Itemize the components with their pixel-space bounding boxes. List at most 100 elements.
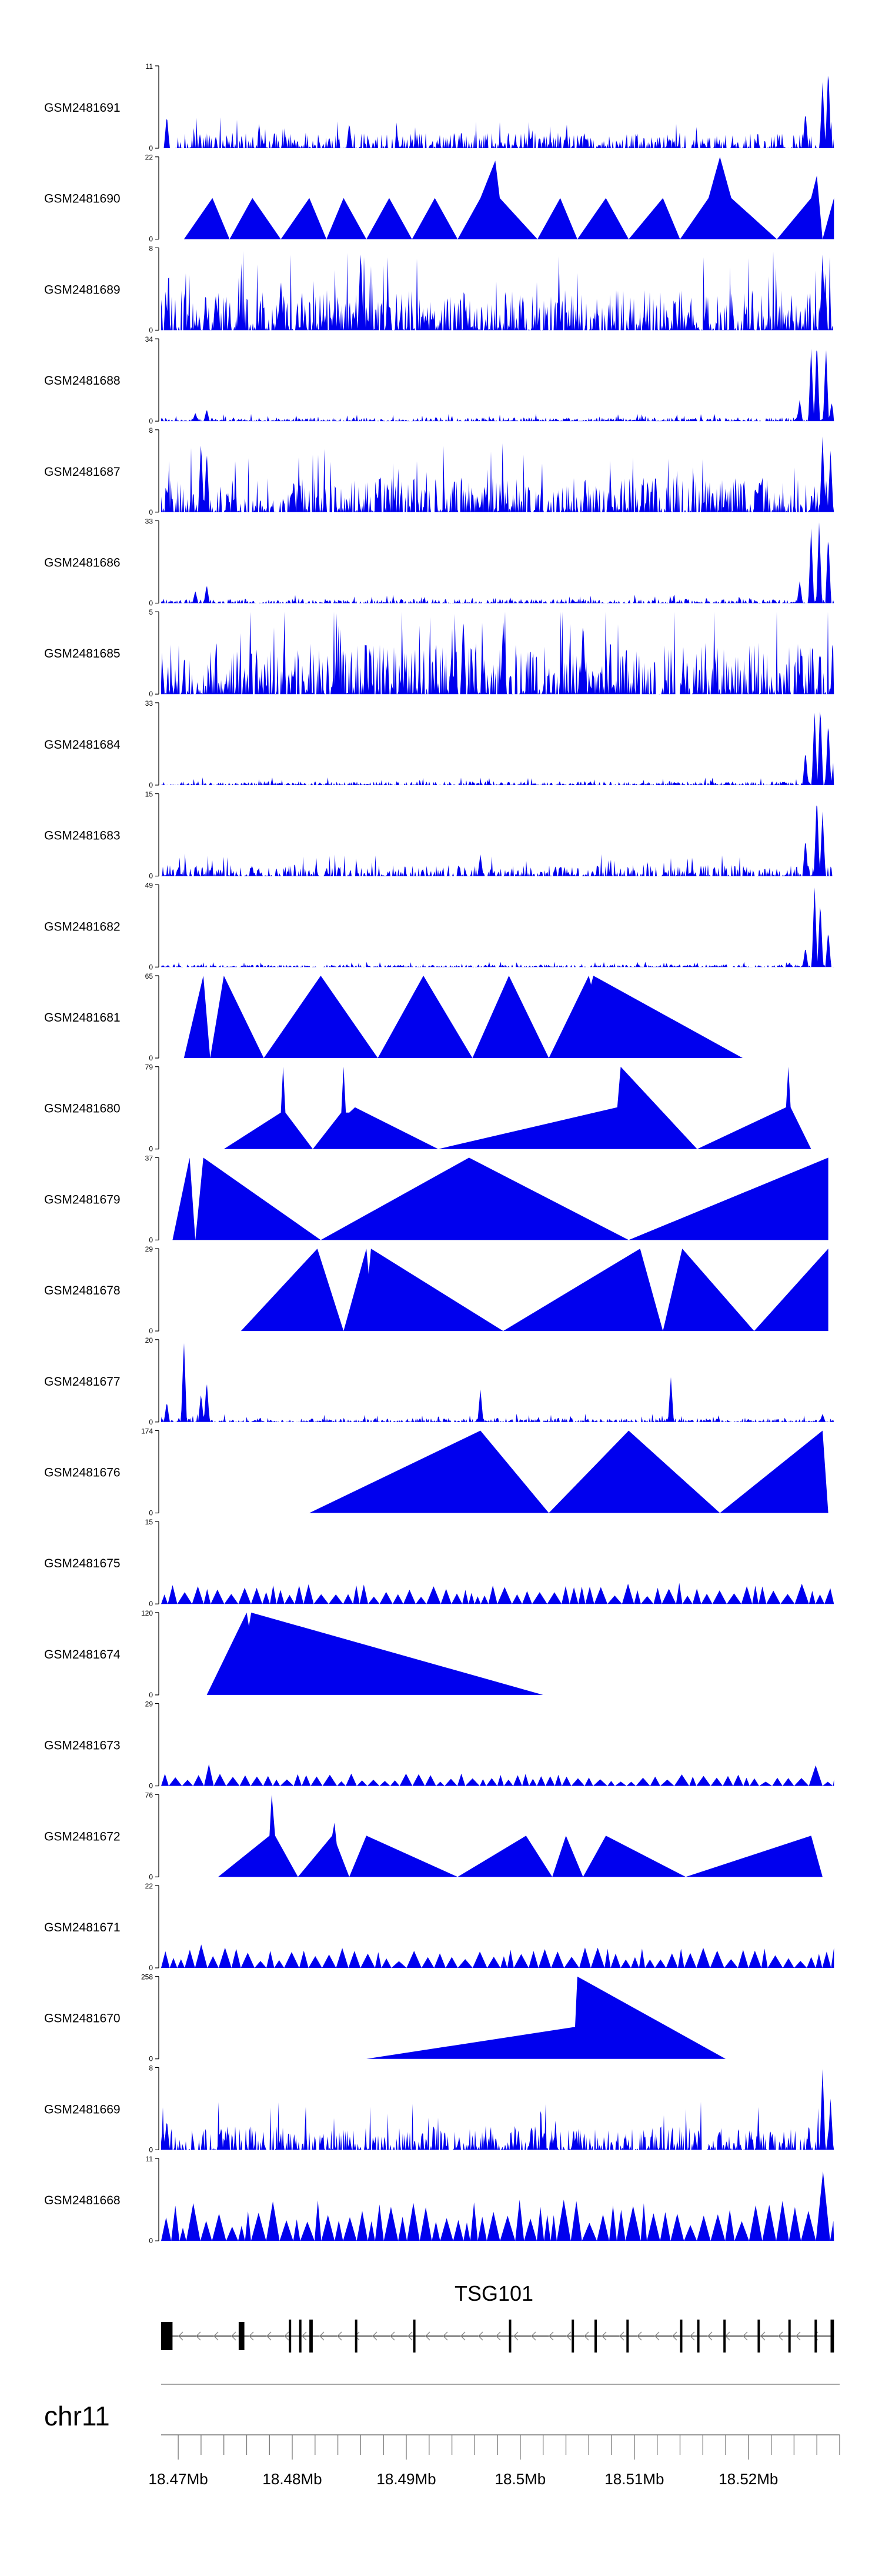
track-label: GSM2481674: [44, 1648, 121, 1661]
coverage-area: [161, 1583, 834, 1604]
strand-chevron: [637, 2331, 642, 2341]
track-label: GSM2481668: [44, 2194, 121, 2207]
coverage-area: [218, 1794, 823, 1877]
y-max-label: 120: [141, 1609, 153, 1617]
strand-chevron: [302, 2331, 307, 2341]
track-GSM2481671: GSM2481671 22 0: [44, 1882, 834, 1972]
strand-chevron: [584, 2331, 589, 2341]
exon: [161, 2322, 173, 2350]
y-min-label: 0: [149, 1691, 153, 1699]
coverage-area: [223, 1066, 811, 1149]
coverage-area: [161, 2069, 834, 2150]
y-min-label: 0: [149, 326, 153, 334]
exon: [299, 2320, 302, 2353]
x-tick-label: 18.5Mb: [495, 2470, 546, 2488]
track-GSM2481688: GSM2481688 34 0: [44, 335, 834, 425]
track-GSM2481690: GSM2481690 22 0: [44, 154, 834, 243]
track-GSM2481682: GSM2481682 49 0: [44, 881, 834, 971]
y-min-label: 0: [149, 781, 153, 789]
track-GSM2481689: GSM2481689 8 0: [44, 244, 834, 334]
coverage-area: [161, 612, 834, 695]
y-min-label: 0: [149, 690, 153, 698]
track-GSM2481691: GSM2481691 11 0: [44, 62, 834, 152]
y-min-label: 0: [149, 1509, 153, 1517]
y-max-label: 49: [145, 881, 153, 889]
y-min-label: 0: [149, 1236, 153, 1244]
y-max-label: 20: [145, 1336, 153, 1344]
coverage-area: [206, 1612, 543, 1695]
y-min-label: 0: [149, 1782, 153, 1790]
coverage-area: [183, 976, 743, 1058]
y-max-label: 258: [141, 1973, 153, 1981]
strand-chevron: [425, 2331, 430, 2341]
track-GSM2481678: GSM2481678 29 0: [44, 1245, 828, 1335]
strand-chevron: [796, 2331, 801, 2341]
strand-chevron: [178, 2331, 183, 2341]
track-label: GSM2481688: [44, 374, 121, 388]
exon: [413, 2320, 416, 2353]
track-GSM2481681: GSM2481681 65 0: [44, 972, 743, 1062]
coverage-area: [161, 1764, 834, 1786]
x-tick-label: 18.49Mb: [376, 2470, 436, 2488]
track-GSM2481685: GSM2481685 5 0: [44, 608, 834, 698]
track-label: GSM2481684: [44, 738, 121, 752]
y-max-label: 29: [145, 1245, 153, 1253]
exon: [594, 2320, 597, 2353]
coverage-area: [161, 2171, 834, 2241]
track-label: GSM2481671: [44, 1921, 121, 1934]
strand-chevron: [478, 2331, 483, 2341]
y-min-label: 0: [149, 1327, 153, 1335]
y-min-label: 0: [149, 872, 153, 880]
exon: [830, 2320, 834, 2353]
track-GSM2481673: GSM2481673 29 0: [44, 1700, 834, 1790]
y-min-label: 0: [149, 1054, 153, 1062]
coverage-area: [161, 251, 834, 331]
y-max-label: 174: [141, 1427, 153, 1436]
exon: [289, 2320, 292, 2353]
track-stack: GSM2481691110GSM2481690220GSM248168980GS…: [44, 62, 834, 2245]
strand-chevron: [213, 2331, 219, 2341]
strand-chevron: [707, 2331, 713, 2341]
exon: [788, 2320, 791, 2353]
y-min-label: 0: [149, 963, 153, 971]
track-label: GSM2481682: [44, 920, 121, 933]
track-label: GSM2481680: [44, 1102, 121, 1116]
strand-chevron: [672, 2331, 677, 2341]
y-min-label: 0: [149, 2237, 153, 2245]
track-label: GSM2481681: [44, 1011, 121, 1025]
y-max-label: 8: [149, 426, 153, 435]
strand-chevron: [602, 2331, 607, 2341]
track-GSM2481675: GSM2481675 15 0: [44, 1518, 834, 1608]
track-label: GSM2481673: [44, 1739, 121, 1753]
y-max-label: 76: [145, 1791, 153, 1799]
track-GSM2481679: GSM2481679 37 0: [44, 1154, 828, 1244]
exon: [572, 2320, 574, 2353]
chromosome-label: chr11: [44, 2401, 110, 2431]
track-label: GSM2481690: [44, 192, 121, 206]
track-label: GSM2481676: [44, 1466, 121, 1480]
strand-chevron: [390, 2331, 395, 2341]
y-max-label: 11: [146, 2155, 153, 2163]
track-GSM2481684: GSM2481684 33 0: [44, 699, 834, 789]
y-max-label: 37: [145, 1154, 153, 1162]
strand-chevron: [284, 2331, 289, 2341]
strand-chevron: [266, 2331, 272, 2341]
track-label: GSM2481686: [44, 556, 121, 570]
y-min-label: 0: [149, 144, 153, 152]
y-max-label: 8: [149, 244, 153, 252]
strand-chevron: [460, 2331, 466, 2341]
strand-chevron: [337, 2331, 342, 2341]
track-label: GSM2481679: [44, 1193, 121, 1206]
track-GSM2481668: GSM2481668 11 0: [44, 2155, 834, 2245]
strand-chevron: [619, 2331, 624, 2341]
y-max-label: 33: [145, 518, 153, 526]
strand-chevron: [513, 2331, 519, 2341]
strand-chevron: [549, 2331, 554, 2341]
track-GSM2481672: GSM2481672 76 0: [44, 1791, 823, 1881]
coverage-area: [172, 1157, 828, 1240]
track-GSM2481687: GSM2481687 8 0: [44, 426, 834, 516]
track-GSM2481670: GSM2481670 258 0: [44, 1973, 726, 2063]
strand-chevron: [566, 2331, 572, 2341]
